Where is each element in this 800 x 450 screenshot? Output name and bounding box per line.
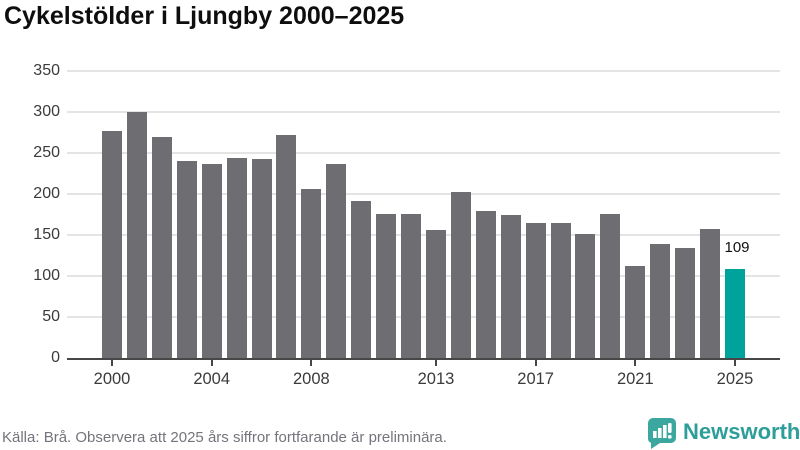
x-tick-label-2021: 2021: [616, 370, 654, 388]
x-tick-2017: [534, 360, 537, 366]
bar-2007: [276, 134, 297, 358]
bar-2017: [525, 222, 546, 358]
bar-2015: [475, 211, 496, 358]
bar-2008: [301, 189, 322, 358]
x-tick-label-2017: 2017: [517, 370, 554, 388]
highlight-value-label: 109: [724, 238, 750, 256]
bar-2024: [700, 229, 721, 358]
x-tick-2000: [111, 360, 113, 366]
bar-2014: [450, 192, 471, 358]
plot-area: 109: [67, 70, 780, 366]
bar-2005: [226, 157, 247, 358]
x-tick-label-2025: 2025: [716, 370, 754, 388]
gridline-350: [67, 70, 780, 72]
bar-2018: [550, 222, 571, 358]
x-axis: 2000 2004 2008 2013 2017 2021 2025: [67, 370, 780, 392]
bar-2011: [376, 213, 397, 358]
y-tick-label-0: 0: [51, 349, 60, 366]
x-tick-2021: [634, 360, 637, 366]
bar-2020: [600, 213, 621, 358]
bar-2012: [401, 213, 422, 358]
brand-name: Newsworthy: [683, 419, 800, 444]
bar-2001: [126, 112, 147, 358]
bar-2013: [425, 230, 446, 358]
bar-2016: [500, 215, 521, 358]
bar-2006: [251, 158, 272, 358]
gridline-100: [67, 275, 780, 277]
bar-2019: [575, 234, 596, 358]
source-note: Källa: Brå. Observera att 2025 års siffr…: [2, 429, 447, 446]
y-tick-label-150: 150: [33, 226, 60, 243]
y-tick-label-100: 100: [33, 267, 60, 284]
bar-2003: [176, 161, 197, 358]
y-tick-label-50: 50: [42, 308, 60, 325]
bar-2023: [675, 248, 696, 358]
bar-2000: [102, 130, 122, 358]
x-tick-label-2008: 2008: [293, 370, 330, 388]
gridline-250: [67, 152, 780, 154]
bar-2004: [201, 163, 222, 358]
y-axis: 0 50 100 150 200 250 300 350: [0, 62, 60, 366]
y-tick-label-250: 250: [33, 144, 60, 161]
gridline-150: [67, 234, 780, 236]
x-tick-2008: [310, 360, 313, 366]
y-tick-label-300: 300: [33, 103, 60, 120]
x-tick-label-2013: 2013: [417, 370, 455, 388]
bar-2002: [151, 136, 172, 358]
y-tick-label-350: 350: [33, 62, 60, 79]
bar-2010: [351, 201, 372, 358]
x-tick-2004: [210, 360, 213, 366]
x-tick-2013: [434, 360, 437, 366]
gridline-300: [67, 111, 780, 113]
x-tick-2025: [734, 360, 736, 366]
bar-2009: [326, 164, 347, 358]
gridline-50: [67, 316, 780, 318]
newsworthy-brand: Newsworthy: [646, 416, 800, 450]
gridline-200: [67, 193, 780, 195]
chart-title: Cykelstölder i Ljungby 2000–2025: [4, 2, 405, 30]
bar-2022: [650, 244, 671, 358]
y-tick-label-200: 200: [33, 185, 60, 202]
newsworthy-logo-icon: [647, 418, 676, 449]
bar-2025: [725, 268, 745, 358]
bar-2021: [625, 266, 646, 358]
x-tick-label-2004: 2004: [193, 370, 231, 388]
x-tick-label-2000: 2000: [93, 370, 131, 388]
